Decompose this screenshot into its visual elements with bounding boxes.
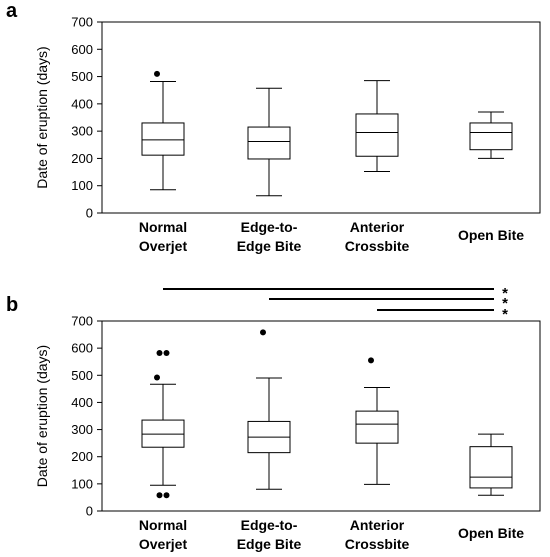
y-tick-label: 300	[71, 124, 93, 139]
outlier-point	[154, 70, 160, 77]
category-label: Overjet	[139, 238, 188, 254]
y-axis-title: Date of eruption (days)	[34, 345, 50, 487]
y-tick-label: 100	[71, 476, 93, 491]
box-2	[355, 80, 399, 173]
y-tick-label: 400	[71, 96, 93, 111]
category-label: Crossbite	[345, 238, 410, 254]
category-label: Anterior	[350, 517, 405, 533]
panel-a: a 0 100 200 300 400 500 600 700 Date of eruption …	[6, 0, 541, 254]
y-tick-label: 300	[71, 422, 93, 437]
box-1	[247, 329, 291, 490]
y-tick-label: 700	[71, 15, 93, 30]
y-tick-label: 0	[86, 504, 93, 519]
y-tick-label: 100	[71, 178, 93, 193]
outlier-point	[163, 350, 170, 357]
panel-letter: a	[6, 0, 18, 22]
panel-letter: b	[6, 294, 18, 316]
y-tick-label: 200	[71, 151, 93, 166]
box-2	[355, 357, 399, 485]
category-label: Anterior	[350, 219, 405, 235]
category-label: Open Bite	[458, 525, 524, 541]
category-label: Open Bite	[458, 227, 524, 243]
box-3	[469, 433, 513, 496]
outlier-point	[154, 374, 160, 381]
category-label: Normal	[139, 517, 187, 533]
outlier-point	[156, 350, 163, 357]
y-tick-label: 500	[71, 69, 93, 84]
plot-frame	[101, 21, 541, 214]
panel-b: b 0 100 200 300 400 500 600 700 Date of eruption …	[6, 285, 541, 552]
category-label: Overjet	[139, 536, 188, 552]
y-tick-label: 600	[71, 341, 93, 356]
y-tick-label: 500	[71, 368, 93, 383]
iqr-box	[355, 113, 399, 157]
outlier-point	[260, 329, 266, 336]
y-axis-title: Date of eruption (days)	[34, 46, 50, 188]
category-label: Edge Bite	[237, 536, 302, 552]
outlier-point	[368, 357, 374, 364]
category-label: Edge-to-	[241, 517, 298, 533]
iqr-box	[247, 126, 291, 160]
box-0	[141, 350, 185, 499]
outlier-point	[156, 492, 163, 499]
category-label: Edge-to-	[241, 219, 298, 235]
significance-star: *	[502, 285, 508, 302]
plot-frame	[101, 320, 541, 512]
box-0	[141, 70, 185, 191]
iqr-box	[141, 122, 185, 156]
outlier-point	[163, 492, 170, 499]
iqr-box	[355, 410, 399, 444]
significance-star: *	[502, 306, 508, 323]
iqr-box	[469, 122, 513, 151]
category-label: Normal	[139, 219, 187, 235]
y-tick-label: 200	[71, 449, 93, 464]
iqr-box	[141, 419, 185, 448]
significance-star: *	[502, 295, 508, 312]
y-tick-label: 0	[86, 206, 93, 221]
box-3	[469, 111, 513, 159]
y-tick-label: 700	[71, 314, 93, 329]
category-label: Edge Bite	[237, 238, 302, 254]
category-label: Crossbite	[345, 536, 410, 552]
iqr-box	[469, 446, 513, 489]
box-1	[247, 87, 291, 197]
y-tick-label: 600	[71, 42, 93, 57]
y-tick-label: 400	[71, 395, 93, 410]
